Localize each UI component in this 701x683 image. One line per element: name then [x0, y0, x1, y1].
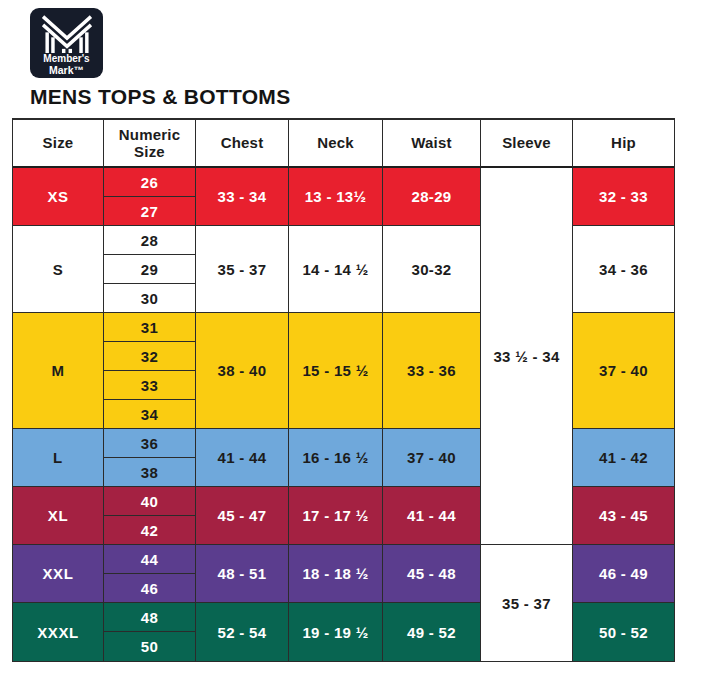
members-mark-logo: Member's Mark™: [30, 8, 103, 78]
waist-cell-s: 30-32: [383, 226, 481, 313]
numeric-cell-xxxl-48: 48: [104, 603, 196, 632]
numeric-cell-xl-40: 40: [104, 487, 196, 516]
numeric-cell-l-36: 36: [104, 429, 196, 458]
waist-cell-xs: 28-29: [383, 168, 481, 226]
neck-cell-l: 16 - 16 ½: [289, 429, 383, 487]
header-size: Size: [13, 120, 104, 168]
numeric-cell-xxl-44: 44: [104, 545, 196, 574]
members-mark-wordmark: Member's Mark™: [43, 54, 89, 76]
page-title: MENS TOPS & BOTTOMS: [30, 85, 290, 109]
neck-cell-xxl: 18 - 18 ½: [289, 545, 383, 603]
neck-cell-m: 15 - 15 ½: [289, 313, 383, 429]
size-cell-xxl: XXL: [13, 545, 104, 603]
size-cell-xxxl: XXXL: [13, 603, 104, 661]
neck-cell-xxxl: 19 - 19 ½: [289, 603, 383, 661]
chest-cell-xl: 45 - 47: [196, 487, 289, 545]
waist-cell-xl: 41 - 44: [383, 487, 481, 545]
chest-cell-s: 35 - 37: [196, 226, 289, 313]
members-mark-m-icon: [40, 15, 94, 53]
brand-line2: Mark™: [43, 65, 89, 76]
numeric-cell-m-32: 32: [104, 342, 196, 371]
sleeve-cell-xs-to-xl: 33 ½ - 34: [481, 168, 573, 545]
hip-cell-xxxl: 50 - 52: [573, 603, 674, 661]
hip-cell-xl: 43 - 45: [573, 487, 674, 545]
numeric-cell-s-30: 30: [104, 284, 196, 313]
size-cell-xl: XL: [13, 487, 104, 545]
chest-cell-xxxl: 52 - 54: [196, 603, 289, 661]
hip-cell-m: 37 - 40: [573, 313, 674, 429]
size-cell-l: L: [13, 429, 104, 487]
header-neck: Neck: [289, 120, 383, 168]
numeric-cell-xs-26: 26: [104, 168, 196, 197]
size-chart-table: Size Numeric Size Chest Neck Waist Sleev…: [12, 118, 675, 662]
size-cell-m: M: [13, 313, 104, 429]
chest-cell-m: 38 - 40: [196, 313, 289, 429]
chest-cell-l: 41 - 44: [196, 429, 289, 487]
header-numeric-size: Numeric Size: [104, 120, 196, 168]
brand-line1: Member's: [43, 54, 89, 65]
size-cell-s: S: [13, 226, 104, 313]
hip-cell-xs: 32 - 33: [573, 168, 674, 226]
waist-cell-l: 37 - 40: [383, 429, 481, 487]
hip-cell-l: 41 - 42: [573, 429, 674, 487]
neck-cell-xl: 17 - 17 ½: [289, 487, 383, 545]
numeric-cell-s-28: 28: [104, 226, 196, 255]
numeric-cell-s-29: 29: [104, 255, 196, 284]
numeric-cell-m-33: 33: [104, 371, 196, 400]
numeric-cell-xxl-46: 46: [104, 574, 196, 603]
numeric-cell-xs-27: 27: [104, 197, 196, 226]
header-sleeve: Sleeve: [481, 120, 573, 168]
numeric-cell-m-31: 31: [104, 313, 196, 342]
numeric-cell-l-38: 38: [104, 458, 196, 487]
waist-cell-xxl: 45 - 48: [383, 545, 481, 603]
waist-cell-m: 33 - 36: [383, 313, 481, 429]
sleeve-cell-xxl-to-xxxl: 35 - 37: [481, 545, 573, 661]
numeric-cell-xxxl-50: 50: [104, 632, 196, 661]
waist-cell-xxxl: 49 - 52: [383, 603, 481, 661]
chest-cell-xxl: 48 - 51: [196, 545, 289, 603]
numeric-cell-xl-42: 42: [104, 516, 196, 545]
header-hip: Hip: [573, 120, 674, 168]
hip-cell-s: 34 - 36: [573, 226, 674, 313]
size-cell-xs: XS: [13, 168, 104, 226]
header-waist: Waist: [383, 120, 481, 168]
numeric-cell-m-34: 34: [104, 400, 196, 429]
neck-cell-s: 14 - 14 ½: [289, 226, 383, 313]
chest-cell-xs: 33 - 34: [196, 168, 289, 226]
header-chest: Chest: [196, 120, 289, 168]
neck-cell-xs: 13 - 13½: [289, 168, 383, 226]
hip-cell-xxl: 46 - 49: [573, 545, 674, 603]
